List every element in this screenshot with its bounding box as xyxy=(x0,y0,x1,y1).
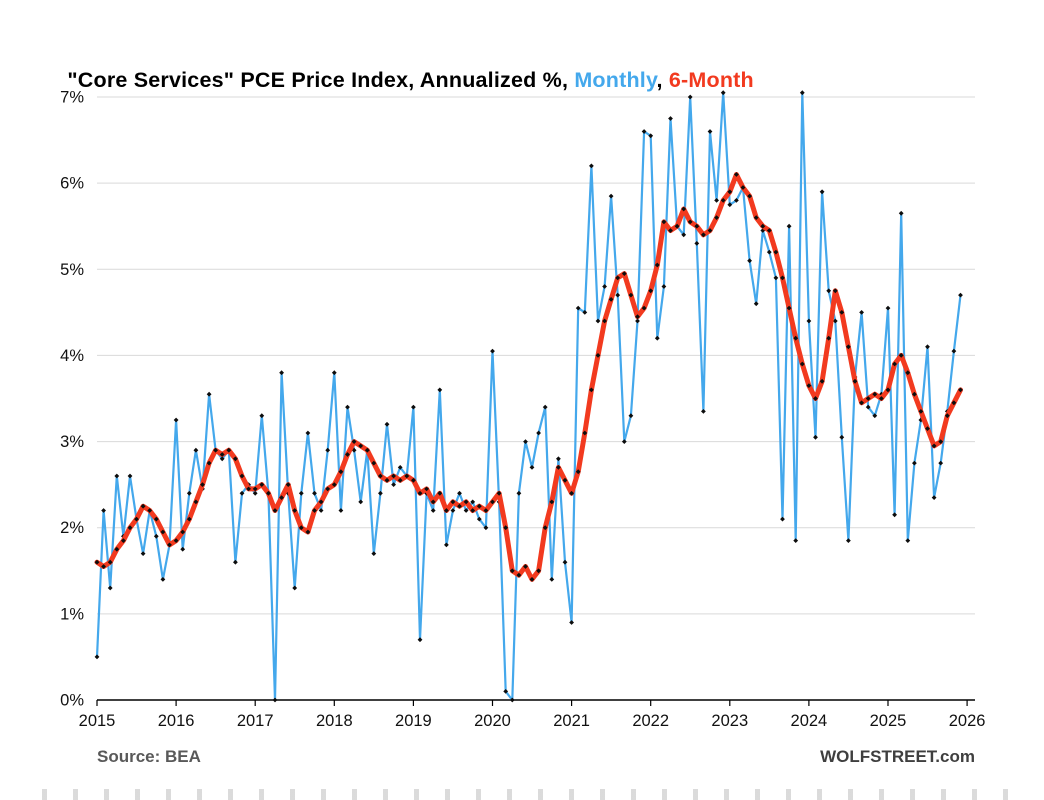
x-axis-tick-label: 2020 xyxy=(474,712,511,730)
x-axis-tick-label: 2016 xyxy=(158,712,195,730)
x-axis-tick-label: 2026 xyxy=(949,712,986,730)
y-axis-tick-label: 2% xyxy=(60,519,84,537)
y-axis-tick-label: 3% xyxy=(60,433,84,451)
x-axis-tick-label: 2023 xyxy=(711,712,748,730)
y-axis-tick-label: 6% xyxy=(60,175,84,193)
series-markers-6-month xyxy=(94,172,963,582)
chart-title-main: "Core Services" PCE Price Index, Annuali… xyxy=(67,68,575,92)
x-axis-tick-label: 2019 xyxy=(395,712,432,730)
chart-title-separator: , xyxy=(656,68,669,92)
x-axis-tick-label: 2018 xyxy=(316,712,353,730)
x-axis-tick-label: 2021 xyxy=(553,712,590,730)
source-label: Source: BEA xyxy=(97,747,201,766)
x-axis-tick-label: 2015 xyxy=(79,712,116,730)
series-line-monthly xyxy=(95,91,962,702)
y-axis-tick-label: 1% xyxy=(60,605,84,623)
x-axis-tick-label: 2022 xyxy=(632,712,669,730)
series-group xyxy=(94,90,963,703)
x-axis-tick-label: 2024 xyxy=(791,712,828,730)
series-markers-monthly xyxy=(94,90,963,703)
chart-title: "Core Services" PCE Price Index, Annuali… xyxy=(55,43,754,93)
x-axis-tick-label: 2025 xyxy=(870,712,907,730)
legend-six-month-label: 6-Month xyxy=(668,68,754,92)
series-line-6-month xyxy=(94,172,963,582)
chart-footer: Source: BEA WOLFSTREET.com xyxy=(97,747,975,767)
site-label: WOLFSTREET.com xyxy=(820,747,975,766)
y-axis-tick-label: 7% xyxy=(60,89,84,107)
cropped-bottom-row xyxy=(42,789,1026,800)
y-axis-tick-label: 0% xyxy=(60,692,84,710)
x-axis-tick-label: 2017 xyxy=(237,712,274,730)
y-axis-tick-label: 4% xyxy=(60,347,84,365)
legend-monthly-label: Monthly xyxy=(574,68,657,92)
y-axis-tick-label: 5% xyxy=(60,261,84,279)
